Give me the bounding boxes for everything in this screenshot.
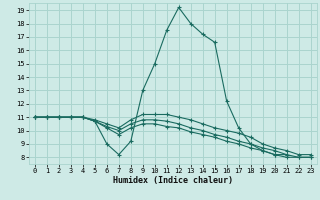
X-axis label: Humidex (Indice chaleur): Humidex (Indice chaleur) — [113, 176, 233, 185]
